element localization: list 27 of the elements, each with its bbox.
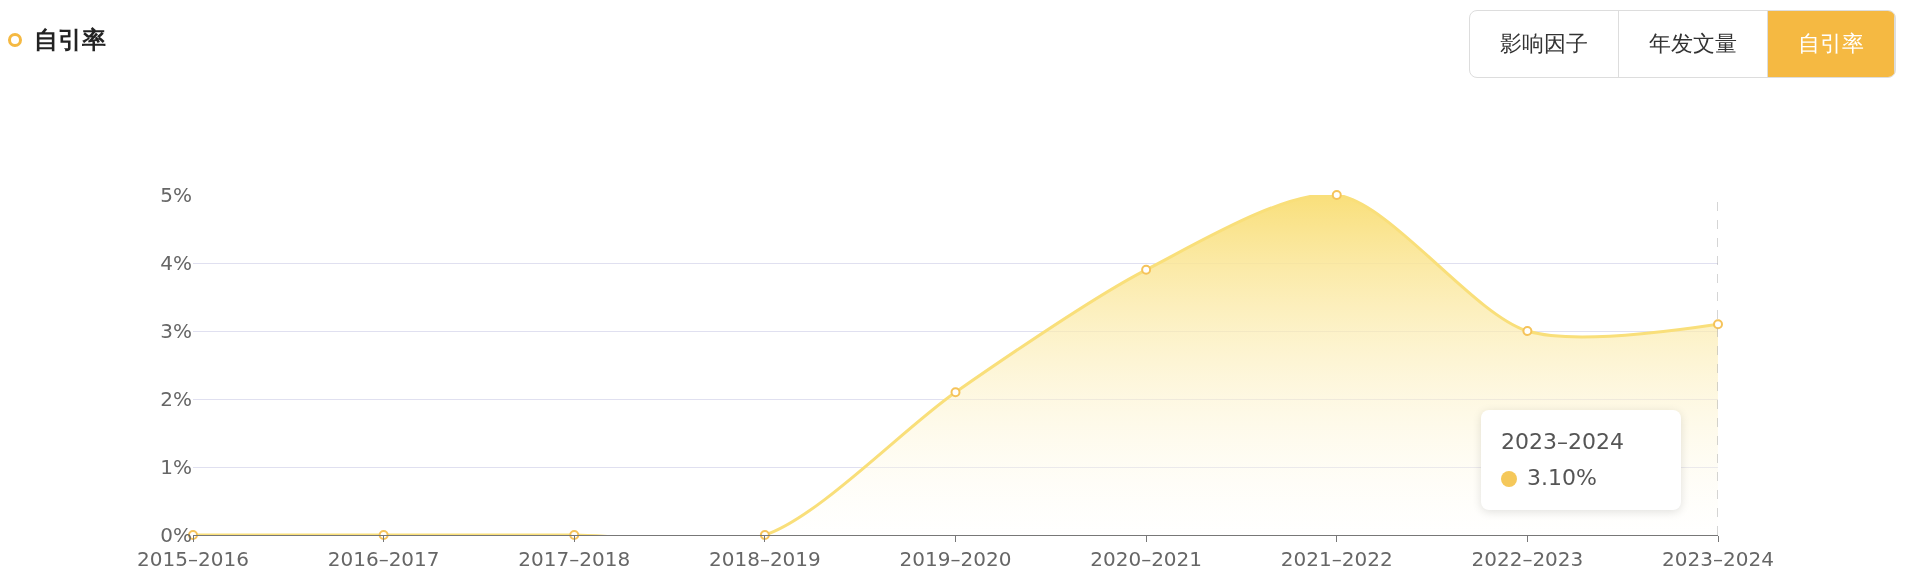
y-tick-label: 1% xyxy=(160,455,192,479)
point xyxy=(1522,326,1533,336)
x-tick-label: 2021–2022 xyxy=(1280,547,1393,571)
x-tick-label: 2016–2017 xyxy=(327,547,440,571)
y-tick-label: 3% xyxy=(160,319,192,343)
annotation: 2023–2024 xyxy=(1501,428,1625,456)
text: 年发文量 xyxy=(1619,11,1768,77)
text: 影响因子 xyxy=(1470,11,1619,77)
point xyxy=(1713,319,1723,330)
chart-title: 自引率 xyxy=(34,25,106,56)
point xyxy=(1141,264,1152,275)
x-tick-label: 2022–2023 xyxy=(1471,547,1584,571)
y-tick-label: 0% xyxy=(160,523,192,547)
annotation: 3.10% xyxy=(1526,464,1598,492)
x-tick-label: 2015–2016 xyxy=(137,547,249,571)
point xyxy=(950,387,961,398)
x-tick-label: 2018–2019 xyxy=(708,547,821,571)
y-tick-label: 4% xyxy=(160,251,192,275)
x-tick-label: 2020–2021 xyxy=(1090,547,1203,571)
y-tick-label: 5% xyxy=(160,183,192,207)
point xyxy=(1331,190,1342,200)
x-tick-label: 2023–2024 xyxy=(1662,547,1774,571)
tooltip: 2023–2024 3.10% xyxy=(1481,410,1681,510)
x-tick-label: 2017–2018 xyxy=(518,547,631,571)
x-tick-label: 2019–2020 xyxy=(899,547,1012,571)
y-tick-label: 2% xyxy=(160,387,192,411)
text: 自引率 xyxy=(1768,11,1895,77)
